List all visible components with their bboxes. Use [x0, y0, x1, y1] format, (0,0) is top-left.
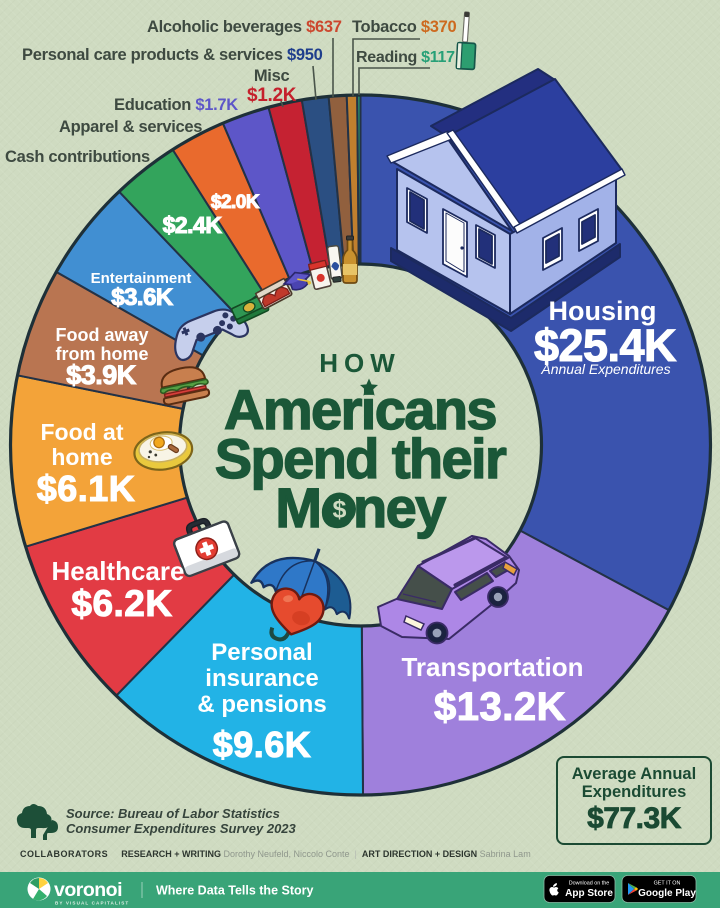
svg-text:Google Play: Google Play	[638, 888, 696, 899]
svg-text:App Store: App Store	[565, 888, 613, 899]
svg-text:Download on the: Download on the	[569, 881, 609, 887]
svg-text:Where Data Tells the Story: Where Data Tells the Story	[156, 884, 313, 898]
svg-text:BY VISUAL CAPITALIST: BY VISUAL CAPITALIST	[55, 901, 129, 906]
svg-text:$: $	[333, 496, 347, 524]
svg-text:GET IT ON: GET IT ON	[654, 881, 681, 887]
svg-text:voronoi: voronoi	[54, 879, 122, 901]
